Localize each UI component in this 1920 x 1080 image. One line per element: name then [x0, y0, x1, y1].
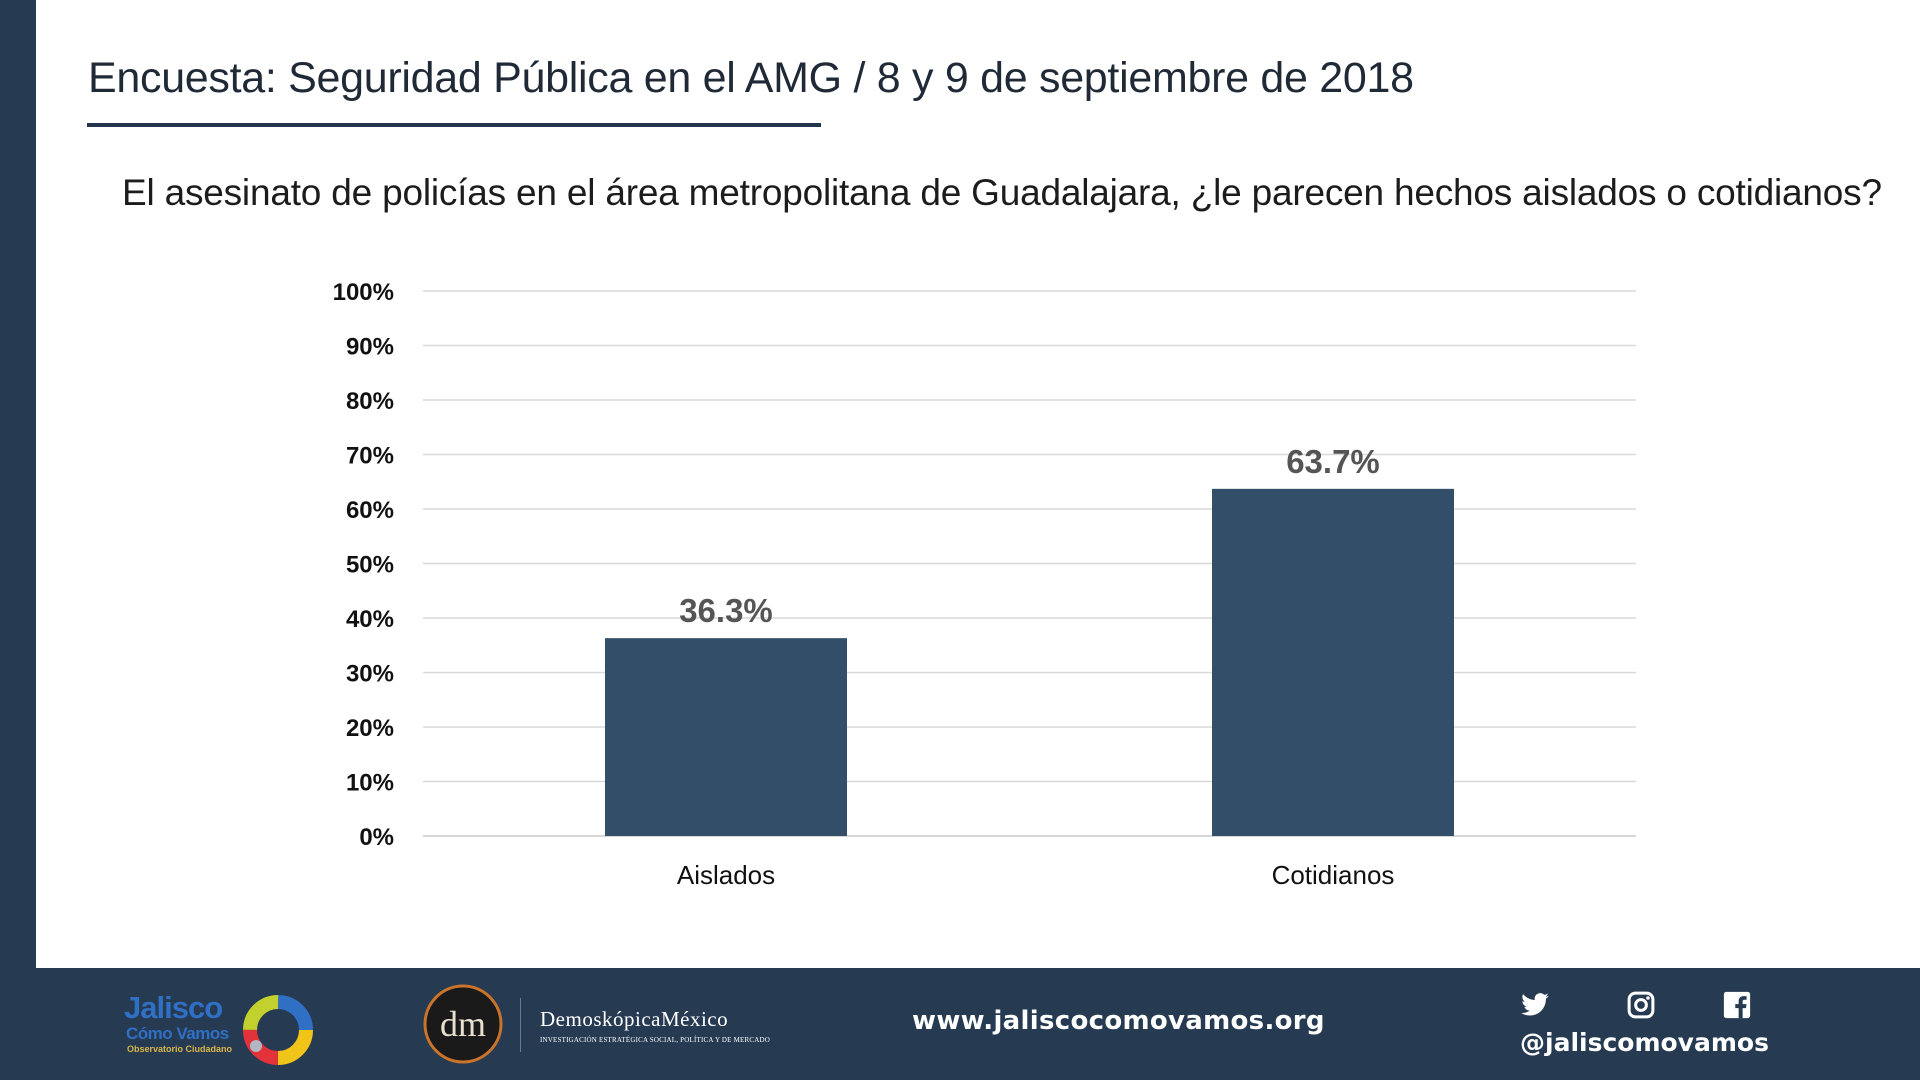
page-title: Encuesta: Seguridad Pública en el AMG / … [88, 54, 1414, 102]
logo-text-jalisco: Jalisco [124, 990, 223, 1025]
bar-chart: 0% 10% 20% 30% 40% 50% 60% 70% 80% 90% 100% 36.3% Ai… [333, 279, 1636, 890]
jalisco-como-vamos-logo[interactable]: Jalisco Cómo Vamos Observatorio Ciudadan… [124, 988, 324, 1068]
y-tick-label: 20% [346, 715, 394, 742]
logo-text-observatorio: Observatorio Ciudadano [127, 1044, 233, 1054]
logo-divider [520, 998, 521, 1052]
y-tick-label: 80% [346, 388, 394, 415]
website-link[interactable]: www.jaliscocomovamos.org [912, 1006, 1325, 1036]
dm-monogram-icon: dm [423, 984, 503, 1064]
title-underline [87, 123, 821, 127]
data-label: 63.7% [1286, 443, 1380, 480]
y-tick-label: 60% [346, 497, 394, 524]
twitter-icon[interactable] [1520, 990, 1550, 1020]
demoskopica-mexico-logo[interactable]: dm DemoskópicaMéxico INVESTIGACIÓN ESTRA… [423, 984, 770, 1068]
logo-text-como-vamos: Cómo Vamos [126, 1024, 229, 1043]
slide: Encuesta: Seguridad Pública en el AMG / … [36, 0, 1920, 968]
dm-tagline: INVESTIGACIÓN ESTRATÉGICA SOCIAL, POLÍTI… [540, 1036, 771, 1044]
y-tick-label: 0% [359, 824, 394, 851]
bar-aislados [605, 638, 847, 836]
social-links: @jaliscomovamos [1520, 990, 1769, 1070]
x-tick-label: Cotidianos [1272, 860, 1395, 890]
y-tick-label: 10% [346, 770, 394, 797]
survey-question: El asesinato de policías en el área metr… [122, 172, 1882, 213]
bar-cotidianos [1212, 488, 1454, 836]
facebook-icon[interactable] [1722, 990, 1752, 1020]
dm-name: DemoskópicaMéxico [540, 1007, 729, 1031]
color-ring-icon [243, 995, 313, 1065]
y-tick-label: 70% [346, 443, 394, 470]
data-label: 36.3% [679, 592, 773, 629]
y-tick-label: 40% [346, 606, 394, 633]
instagram-icon[interactable] [1626, 990, 1656, 1020]
footer: Jalisco Cómo Vamos Observatorio Ciudadan… [0, 968, 1920, 1080]
dm-monogram-text: dm [440, 1004, 486, 1044]
x-tick-label: Aislados [677, 860, 775, 890]
social-handle[interactable]: @jaliscomovamos [1520, 1028, 1769, 1057]
y-tick-label: 30% [346, 661, 394, 688]
y-tick-label: 100% [333, 279, 394, 306]
y-tick-label: 50% [346, 552, 394, 579]
y-tick-label: 90% [346, 334, 394, 361]
